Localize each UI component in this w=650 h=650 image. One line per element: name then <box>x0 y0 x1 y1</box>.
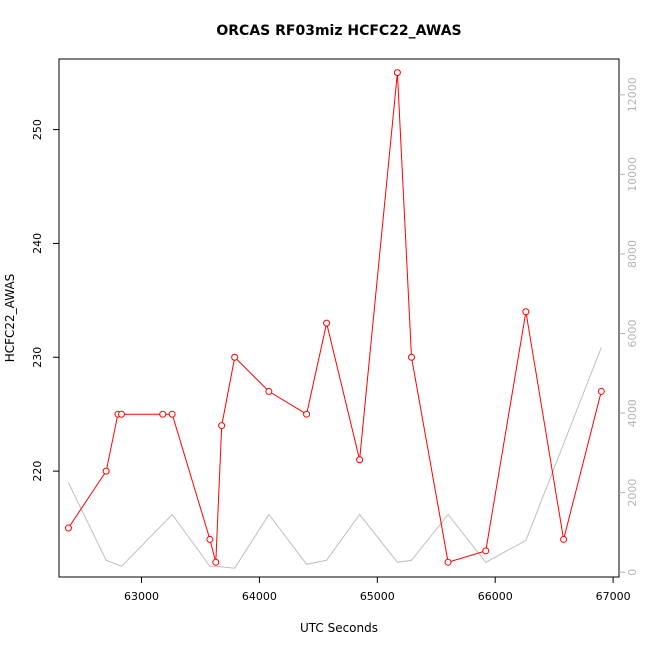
chart-title: ORCAS RF03miz HCFC22_AWAS <box>216 23 461 39</box>
data-point <box>560 535 568 543</box>
x-axis-label: UTC Seconds <box>300 621 378 635</box>
y-tick-label: 250 <box>31 119 44 140</box>
y2-tick-label: 2000 <box>626 479 639 507</box>
x-tick-label: 64000 <box>242 590 277 603</box>
secondary-series-line <box>67 347 602 569</box>
x-tick-label: 66000 <box>478 590 513 603</box>
y2-tick-label: 12000 <box>626 77 639 112</box>
x-tick-label: 63000 <box>124 590 159 603</box>
y-tick-label: 230 <box>31 347 44 368</box>
x-tick-label: 67000 <box>596 590 631 603</box>
data-point <box>303 410 311 418</box>
y2-tick-label: 10000 <box>626 157 639 192</box>
x-tick-label: 65000 <box>360 590 395 603</box>
y-tick-label: 240 <box>31 233 44 254</box>
data-point <box>231 353 239 361</box>
data-point <box>265 387 273 395</box>
data-point <box>218 422 226 430</box>
data-point <box>323 319 331 327</box>
data-point <box>356 456 364 464</box>
data-point <box>64 524 72 532</box>
data-point <box>522 308 530 316</box>
data-point <box>159 410 167 418</box>
y2-tick-label: 0 <box>626 569 639 576</box>
y-tick-label: 220 <box>31 461 44 482</box>
data-point <box>117 410 125 418</box>
y2-tick-label: 8000 <box>626 240 639 268</box>
y-axis-label: HCFC22_AWAS <box>3 274 17 363</box>
y-axis-right: 0 2000 4000 6000 8000 10000 12000 <box>619 77 639 576</box>
data-point <box>408 353 416 361</box>
data-point <box>206 535 214 543</box>
data-point <box>597 387 605 395</box>
data-point <box>444 558 452 566</box>
data-point <box>102 467 110 475</box>
series-layer <box>64 69 605 569</box>
data-point <box>168 410 176 418</box>
plot-area-frame <box>58 58 620 578</box>
x-axis: 63000 64000 65000 66000 67000 <box>124 577 631 603</box>
primary-series-line <box>67 72 602 563</box>
data-point <box>393 69 401 77</box>
y2-tick-label: 4000 <box>626 399 639 427</box>
data-point <box>212 558 220 566</box>
data-point <box>482 547 490 555</box>
y2-tick-label: 6000 <box>626 320 639 348</box>
y-axis-left: 220 230 240 250 <box>31 119 59 482</box>
